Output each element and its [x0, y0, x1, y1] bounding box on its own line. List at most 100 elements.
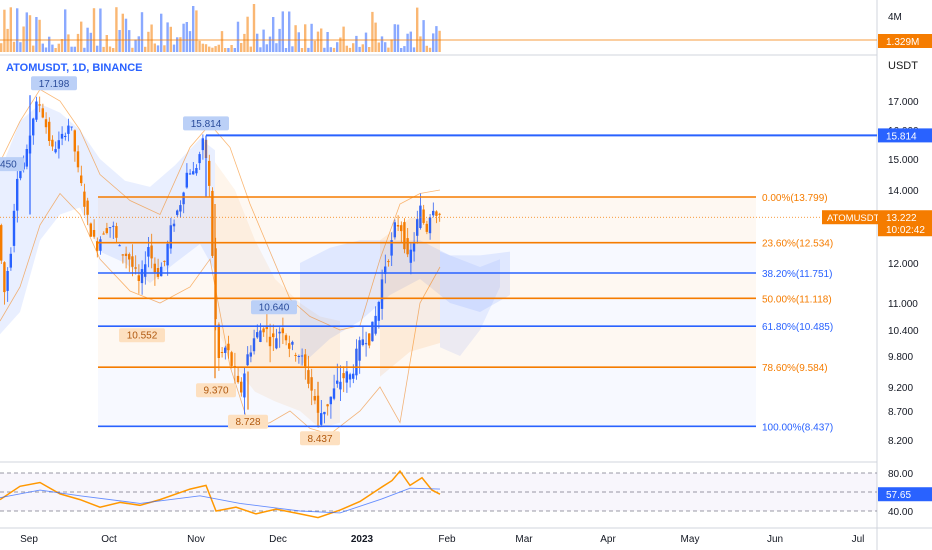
candle-body	[115, 226, 118, 238]
candle-body	[192, 171, 195, 175]
volume-bar	[259, 47, 262, 52]
candle-body	[256, 332, 259, 338]
volume-bar	[51, 44, 54, 52]
volume-bar	[396, 24, 400, 52]
candle-body	[108, 227, 112, 229]
price-axis-tick: 9.800	[888, 352, 913, 363]
volume-bar	[64, 9, 67, 52]
price-axis-tick: 15.000	[888, 155, 919, 166]
candle-body	[128, 254, 131, 260]
volume-bar	[348, 47, 352, 52]
candle-body	[393, 222, 396, 238]
fib-level-label: 38.20%(11.751)	[762, 269, 832, 280]
candle-body	[163, 260, 166, 262]
candle-body	[323, 411, 326, 415]
price-axis-tick: 8.200	[888, 436, 913, 447]
volume-bar	[134, 39, 137, 52]
candle-body	[336, 380, 339, 384]
candle-body	[64, 135, 67, 137]
volume-bar	[265, 44, 268, 52]
candle-body	[345, 371, 348, 383]
volume-bar	[345, 45, 348, 52]
candle-body	[227, 343, 230, 351]
candle-body	[124, 253, 128, 256]
candle-body	[19, 169, 22, 179]
volume-bar	[368, 47, 371, 52]
candle-body	[153, 263, 156, 273]
volume-bar	[137, 36, 140, 52]
candle-body	[137, 275, 140, 281]
fib-level-label: 100.00%(8.437)	[762, 422, 833, 433]
candle-body	[240, 381, 243, 393]
volume-bar	[310, 23, 313, 52]
volume-bar	[358, 46, 361, 52]
candle-body	[339, 381, 342, 390]
volume-bar	[364, 32, 368, 52]
volume-bar	[16, 8, 19, 53]
volume-bar	[246, 16, 249, 52]
volume-bar	[108, 46, 112, 52]
candle-body	[342, 373, 345, 379]
volume-bar	[185, 22, 188, 52]
candle-body	[118, 245, 121, 247]
price-axis-tick: 11.000	[888, 299, 918, 310]
volume-bar	[96, 45, 99, 52]
volume-bar	[217, 44, 220, 52]
volume-bar	[284, 48, 288, 52]
candle-body	[358, 340, 361, 361]
fib-level-label: 23.60%(12.534)	[762, 239, 833, 250]
candle-body	[278, 331, 281, 334]
volume-bar	[262, 29, 265, 52]
volume-bar	[297, 32, 300, 52]
volume-bar	[428, 47, 432, 52]
volume-bar	[412, 47, 416, 52]
price-axis-tick: 17.000	[888, 97, 919, 108]
volume-bar	[153, 43, 156, 52]
time-axis-label: Feb	[438, 534, 456, 545]
volume-bar	[128, 30, 131, 52]
candle-body	[54, 149, 57, 153]
symbol-badge-label: ATOMUSDT	[827, 213, 880, 224]
candle-body	[179, 205, 182, 212]
volume-bar	[278, 28, 281, 52]
candle-body	[3, 262, 6, 293]
volume-bar	[60, 39, 64, 52]
candle-body	[387, 261, 390, 263]
volume-bar	[416, 7, 419, 53]
volume-bar	[419, 36, 422, 52]
volume-bar	[156, 45, 160, 52]
candle-body	[208, 160, 211, 186]
volume-bar	[118, 30, 121, 52]
volume-bar	[425, 45, 428, 52]
volume-bar	[124, 18, 128, 52]
volume-bar	[70, 46, 73, 52]
volume-current-badge	[878, 34, 932, 48]
candle-body	[396, 225, 400, 227]
rsi-ma-line	[0, 487, 441, 514]
candle-body	[300, 355, 304, 357]
candle-body	[131, 256, 134, 267]
time-axis-label: Dec	[269, 534, 287, 545]
volume-current-badge-label: 1.329M	[886, 37, 919, 48]
volume-bar	[131, 47, 134, 52]
bollinger-upper	[0, 88, 441, 331]
candle-body	[249, 352, 252, 357]
rsi-current-badge-label: 57.65	[886, 490, 911, 501]
volume-bar	[352, 43, 355, 52]
symbol-badge	[822, 210, 878, 225]
candle-body	[57, 140, 60, 149]
candle-body	[230, 352, 233, 366]
volume-bar	[422, 20, 425, 52]
volume-bar	[182, 23, 185, 52]
volume-bar	[112, 48, 115, 52]
candle-body	[102, 233, 105, 235]
candle-body	[377, 302, 380, 321]
candle-body	[195, 168, 198, 174]
time-axis-label: Apr	[600, 534, 616, 545]
price-axis-tick: 14.000	[888, 186, 919, 197]
volume-bar	[73, 46, 76, 52]
volume-bar	[6, 28, 9, 52]
volume-bar	[28, 15, 32, 52]
candle-body	[297, 356, 300, 357]
